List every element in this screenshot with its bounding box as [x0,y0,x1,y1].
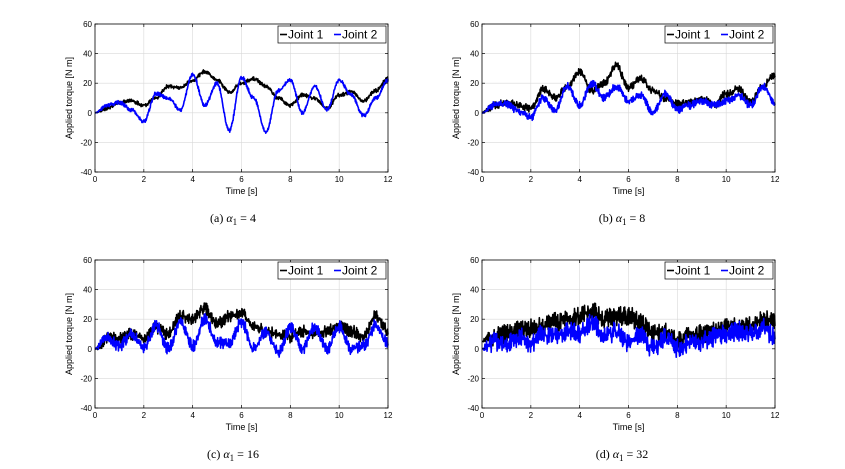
y-tick-label: 20 [470,315,479,324]
y-tick-label: 0 [88,345,93,354]
y-tick-label: 0 [475,345,480,354]
x-tick-label: 12 [771,411,780,420]
legend-entry: Joint 1 [675,28,711,42]
x-tick-label: 0 [93,175,98,184]
series-line-joint-1 [94,69,389,114]
panel-caption: (b) α1 = 8 [599,211,646,227]
chart-panel-1: 0 2 4 6 8 10 12 -40 -20 0 20 40 60 Time [s] Applied to… [64,20,393,227]
x-tick-label: 10 [722,411,731,420]
legend-box [664,25,774,44]
y-tick-label: 60 [83,20,92,29]
x-tick-label: 4 [577,411,582,420]
legend: Joint 1 Joint 2 [664,261,774,280]
legend-entry: Joint 1 [288,264,324,278]
y-tick-label: 60 [470,256,479,265]
y-tick-label: -40 [467,404,479,413]
series-line-joint-1 [481,61,776,114]
x-tick-label: 10 [335,411,344,420]
x-axis-label: Time [s] [226,422,258,432]
x-tick-label: 6 [239,175,244,184]
x-tick-label: 8 [288,175,293,184]
y-tick-label: -40 [80,168,92,177]
y-axis-label: Applied torque [N m] [451,293,461,375]
y-tick-label: -40 [80,404,92,413]
x-axis-label: Time [s] [613,186,645,196]
y-tick-label: 20 [470,79,479,88]
legend-entry: Joint 2 [729,28,765,42]
panel-caption: (c) α1 = 16 [207,447,259,463]
y-tick-label: 40 [83,50,92,59]
x-tick-label: 4 [190,411,195,420]
series-line-joint-2 [481,313,776,359]
x-tick-label: 12 [384,411,393,420]
y-tick-label: 40 [83,286,92,295]
y-tick-label: 60 [470,20,479,29]
x-tick-label: 12 [771,175,780,184]
legend: Joint 1 Joint 2 [277,25,387,44]
series-line-joint-2 [94,312,389,358]
x-tick-label: 10 [335,175,344,184]
x-axis-label: Time [s] [613,422,645,432]
y-tick-label: -20 [467,138,479,147]
y-tick-label: -20 [467,374,479,383]
y-tick-label: 0 [475,109,480,118]
x-tick-label: 0 [480,175,485,184]
legend-box [277,25,387,44]
legend: Joint 1 Joint 2 [277,261,387,280]
legend-entry: Joint 2 [729,264,765,278]
panel-caption: (a) α1 = 4 [210,211,256,227]
x-axis-label: Time [s] [226,186,258,196]
y-tick-label: 60 [83,256,92,265]
y-axis-label: Applied torque [N m] [64,293,74,375]
legend: Joint 1 Joint 2 [664,25,774,44]
x-tick-label: 6 [239,411,244,420]
y-tick-label: 40 [470,286,479,295]
y-tick-label: -20 [80,374,92,383]
series-line-joint-2 [481,79,776,122]
y-tick-label: 20 [83,79,92,88]
legend-entry: Joint 2 [342,28,378,42]
y-tick-label: -40 [467,168,479,177]
legend-entry: Joint 2 [342,264,378,278]
x-tick-label: 2 [142,175,147,184]
chart-panel-4: 0 2 4 6 8 10 12 -40 -20 0 20 40 60 Time [s] Applied to… [451,256,780,463]
x-tick-label: 0 [480,411,485,420]
chart-panel-3: 0 2 4 6 8 10 12 -40 -20 0 20 40 60 Time [s] Applied to… [64,256,393,463]
legend-entry: Joint 1 [288,28,324,42]
y-tick-label: 20 [83,315,92,324]
y-tick-label: 40 [470,50,479,59]
x-tick-label: 10 [722,175,731,184]
panel-caption: (d) α1 = 32 [596,447,649,463]
x-tick-label: 4 [190,175,195,184]
x-tick-label: 12 [384,175,393,184]
x-tick-label: 6 [626,175,631,184]
x-tick-label: 0 [93,411,98,420]
x-tick-label: 2 [529,411,534,420]
chart-panel-2: 0 2 4 6 8 10 12 -40 -20 0 20 40 60 Time [s] Applied to… [451,20,780,227]
x-tick-label: 2 [529,175,534,184]
y-tick-label: 0 [88,109,93,118]
x-tick-label: 8 [288,411,293,420]
legend-box [664,261,774,280]
y-axis-label: Applied torque [N m] [64,57,74,139]
x-tick-label: 4 [577,175,582,184]
y-axis-label: Applied torque [N m] [451,57,461,139]
x-tick-label: 8 [675,175,680,184]
legend-entry: Joint 1 [675,264,711,278]
series-line-joint-2 [94,72,389,134]
x-tick-label: 8 [675,411,680,420]
y-tick-label: -20 [80,138,92,147]
x-tick-label: 2 [142,411,147,420]
legend-box [277,261,387,280]
x-tick-label: 6 [626,411,631,420]
